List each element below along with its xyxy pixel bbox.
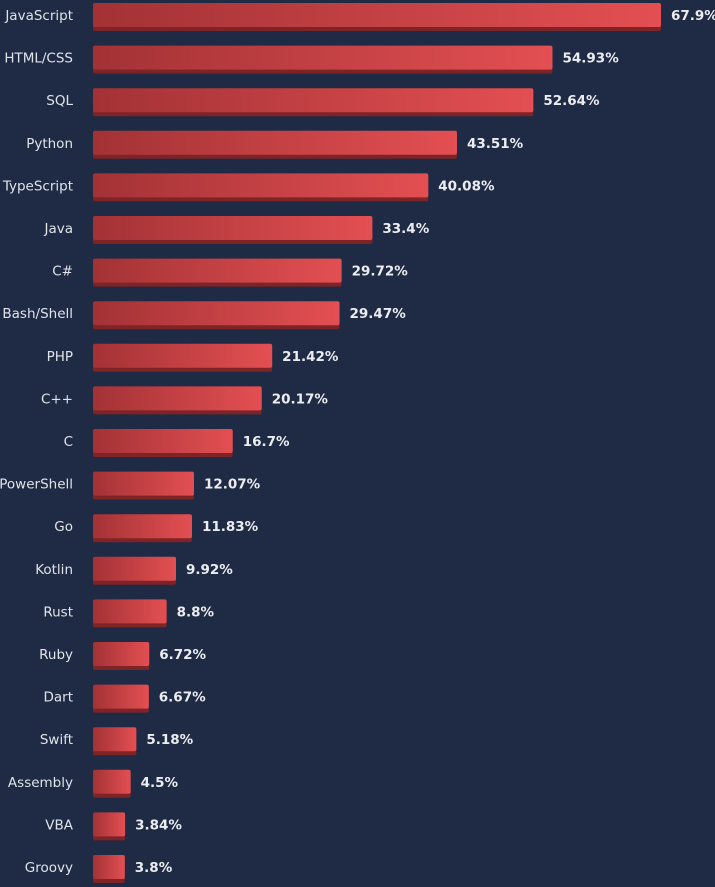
category-label: Assembly xyxy=(8,775,73,791)
category-label: PowerShell xyxy=(0,477,73,493)
value-label: 6.72% xyxy=(159,647,206,663)
category-label: TypeScript xyxy=(2,178,73,194)
category-label: Go xyxy=(54,519,73,535)
bar-row: PowerShell 12.07% xyxy=(0,471,261,500)
bar-row: Rust 8.8% xyxy=(43,599,215,628)
value-label: 67.9% xyxy=(671,8,715,24)
bar[interactable] xyxy=(93,216,373,240)
value-label: 4.5% xyxy=(141,775,179,791)
bar[interactable] xyxy=(93,812,126,837)
bar[interactable] xyxy=(93,88,534,113)
bar-row: C# 29.72% xyxy=(52,258,409,287)
bar[interactable] xyxy=(93,429,233,453)
category-label: SQL xyxy=(46,93,73,109)
value-label: 11.83% xyxy=(202,519,259,535)
bar-row: Dart 6.67% xyxy=(43,684,206,713)
bar[interactable] xyxy=(93,727,137,752)
bar-row: VBA 3.84% xyxy=(45,812,182,841)
value-label: 54.93% xyxy=(563,51,620,67)
category-label: VBA xyxy=(45,817,73,833)
bar[interactable] xyxy=(93,642,150,666)
bar-row: JavaScript 67.9% xyxy=(4,3,715,31)
bar-row: SQL 52.64% xyxy=(46,88,600,117)
bar[interactable] xyxy=(93,471,194,496)
bar[interactable] xyxy=(93,343,273,368)
bar[interactable] xyxy=(93,130,457,155)
value-label: 33.4% xyxy=(382,221,429,237)
value-label: 12.07% xyxy=(204,477,261,493)
category-label: JavaScript xyxy=(4,8,73,24)
bar-row: Kotlin 9.92% xyxy=(35,556,233,585)
category-label: Ruby xyxy=(39,647,73,663)
value-label: 52.64% xyxy=(543,93,600,109)
value-label: 8.8% xyxy=(177,604,215,620)
value-label: 43.51% xyxy=(467,136,524,152)
bar[interactable] xyxy=(93,301,340,326)
bar-row: C++ 20.17% xyxy=(41,386,329,415)
category-label: C++ xyxy=(41,391,73,407)
value-label: 20.17% xyxy=(272,391,329,407)
bar[interactable] xyxy=(93,173,429,198)
bar[interactable] xyxy=(93,599,167,624)
category-label: Groovy xyxy=(25,860,73,876)
category-label: Swift xyxy=(40,732,73,748)
value-label: 40.08% xyxy=(438,178,495,194)
bar[interactable] xyxy=(93,684,149,709)
bar-row: Groovy 3.8% xyxy=(25,855,173,883)
bar[interactable] xyxy=(93,386,262,411)
bar[interactable] xyxy=(93,258,342,283)
bar-row: PHP 21.42% xyxy=(47,343,339,372)
bar[interactable] xyxy=(93,3,661,27)
bar[interactable] xyxy=(93,556,176,581)
bar[interactable] xyxy=(93,769,131,794)
value-label: 3.84% xyxy=(135,817,182,833)
bar-row: C 16.7% xyxy=(64,429,290,457)
bar-row: Assembly 4.5% xyxy=(8,769,179,798)
bar-row: TypeScript 40.08% xyxy=(2,173,495,202)
value-label: 5.18% xyxy=(146,732,193,748)
bar[interactable] xyxy=(93,45,553,70)
category-label: C xyxy=(64,434,73,450)
bar-row: Ruby 6.72% xyxy=(39,642,207,670)
value-label: 3.8% xyxy=(135,860,173,876)
value-label: 6.67% xyxy=(159,690,206,706)
bar[interactable] xyxy=(93,514,192,539)
value-label: 9.92% xyxy=(186,562,233,578)
value-label: 29.72% xyxy=(352,264,409,280)
bar-row: Go 11.83% xyxy=(54,514,259,543)
category-label: PHP xyxy=(47,349,73,365)
category-label: Rust xyxy=(43,604,73,620)
category-label: Dart xyxy=(43,690,73,706)
bar[interactable] xyxy=(93,855,125,879)
bar-row: Swift 5.18% xyxy=(40,727,194,756)
category-label: Bash/Shell xyxy=(2,306,73,322)
value-label: 21.42% xyxy=(282,349,339,365)
category-label: HTML/CSS xyxy=(4,51,73,67)
bar-row: HTML/CSS 54.93% xyxy=(4,45,620,74)
value-label: 16.7% xyxy=(243,434,290,450)
bar-row: Python 43.51% xyxy=(26,130,524,159)
bar-row: Bash/Shell 29.47% xyxy=(2,301,407,330)
category-label: Kotlin xyxy=(35,562,73,578)
value-label: 29.47% xyxy=(350,306,407,322)
bar-row: Java 33.4% xyxy=(43,216,430,244)
category-label: C# xyxy=(52,264,73,280)
category-label: Python xyxy=(26,136,73,152)
category-label: Java xyxy=(43,221,73,237)
